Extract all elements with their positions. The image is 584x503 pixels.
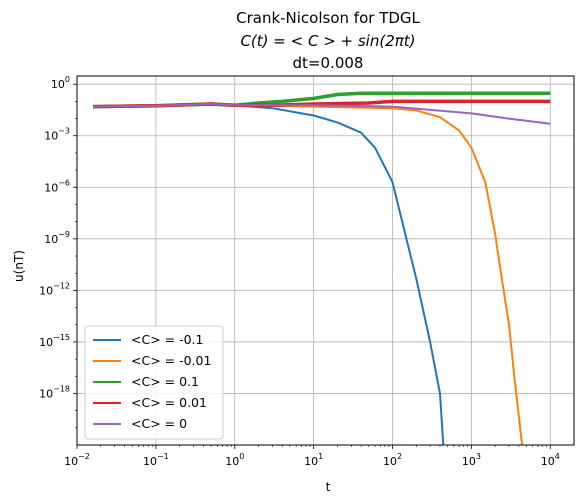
x-tick-label: 102 bbox=[383, 452, 402, 468]
plot-frame bbox=[76, 75, 575, 446]
legend: <C> = -0.1 <C> = -0.01 <C> = 0.1 <C> = 0.01… bbox=[84, 325, 224, 440]
legend-box bbox=[84, 325, 224, 440]
legend-label: <C> = -0.1 bbox=[131, 332, 204, 347]
x-tick-label: 100 bbox=[225, 452, 244, 468]
y-tick-label: 10−15 bbox=[39, 333, 70, 349]
legend-label: <C> = 0 bbox=[131, 416, 187, 431]
legend-label: <C> = 0.01 bbox=[131, 395, 207, 410]
grid bbox=[76, 76, 574, 445]
chart-title-line-2: C(t) = < C > + sin(2πt) bbox=[240, 32, 415, 50]
y-axis-ticks: 100 10−3 10−6 10−9 10−12 10−15 10−18 bbox=[39, 75, 77, 429]
y-tick-label: 100 bbox=[51, 75, 70, 91]
y-tick-label: 10−9 bbox=[44, 230, 70, 246]
legend-label: <C> = -0.01 bbox=[131, 353, 211, 368]
plot-area bbox=[93, 91, 551, 445]
x-axis-ticks: 10−2 10−1 100 101 102 103 104 bbox=[64, 445, 560, 468]
x-tick-label: 101 bbox=[304, 452, 323, 468]
y-axis-label: u(nT) bbox=[12, 250, 26, 282]
chart-title-line-1: Crank-Nicolson for TDGL bbox=[236, 9, 420, 27]
y-tick-label: 10−12 bbox=[39, 281, 70, 297]
chart-title-line-3: dt=0.008 bbox=[293, 54, 364, 72]
x-tick-label: 10−1 bbox=[143, 452, 169, 468]
series-line bbox=[93, 103, 551, 125]
y-tick-label: 10−18 bbox=[39, 384, 70, 400]
x-tick-label: 10−2 bbox=[64, 452, 90, 468]
x-axis-label: t bbox=[326, 480, 331, 494]
legend-label: <C> = 0.1 bbox=[131, 374, 199, 389]
x-tick-label: 103 bbox=[462, 452, 481, 468]
x-tick-label: 104 bbox=[541, 452, 560, 468]
y-tick-label: 10−6 bbox=[44, 178, 70, 194]
y-tick-label: 10−3 bbox=[44, 127, 70, 143]
